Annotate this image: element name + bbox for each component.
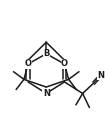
Text: O: O bbox=[25, 60, 32, 68]
Text: N: N bbox=[43, 89, 50, 98]
Text: N: N bbox=[97, 71, 104, 80]
Text: O: O bbox=[61, 60, 68, 68]
Text: B: B bbox=[43, 49, 49, 58]
